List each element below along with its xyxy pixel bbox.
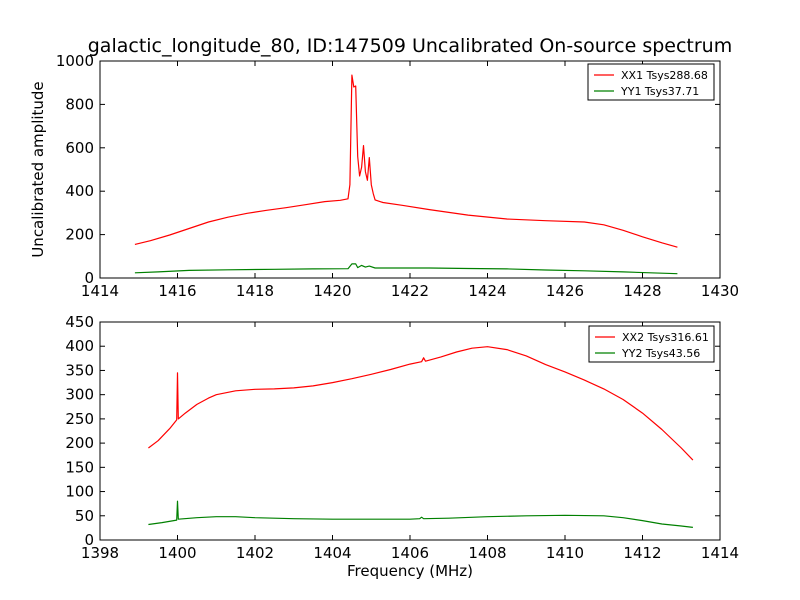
x-tick-label: 1404 [313,544,351,562]
y-tick-label: 400 [65,337,94,355]
y-tick-label: 450 [65,313,94,331]
y-tick-label: 250 [65,410,94,428]
x-tick-label: 1400 [158,544,196,562]
legend-entry-label: YY2 Tsys43.56 [621,347,700,360]
y-tick-label: 0 [84,531,94,549]
legend-box [587,63,715,101]
x-tick-label: 1422 [391,282,429,300]
bottom-spectrum-panel: 1398 1400 1402 1404 1406 1408 1410 1412 1414 0 50 1… [65,313,739,580]
x-tick-label: 1424 [468,282,506,300]
y-tick-label: 400 [65,182,94,200]
y-tick-label: 100 [65,483,94,501]
figure-title: galactic_longitude_80, ID:147509 Uncalib… [88,35,732,57]
series-line-xx-panel-1 [148,346,694,461]
y-tick-label: 150 [65,458,94,476]
y-tick-label: 800 [65,95,94,113]
x-tick-label: 1406 [391,544,429,562]
y-tick-label: 200 [65,434,94,452]
legend-box [588,325,715,363]
x-tick-label: 1410 [546,544,584,562]
x-tick-label: 1402 [236,544,274,562]
legend-entry-label: YY1 Tsys37.71 [620,85,699,98]
x-tick-label: 1420 [313,282,351,300]
series-line-xx-panel-0 [134,74,678,248]
x-axis-label: Frequency (MHz) [347,562,473,580]
x-tick-label: 1418 [236,282,274,300]
x-tick-label: 1412 [623,544,661,562]
x-tick-label: 1398 [81,544,119,562]
x-tick-label: 1428 [623,282,661,300]
x-tick-label: 1426 [546,282,584,300]
y-axis-label: Uncalibrated amplitude [29,81,47,257]
legend-entry-label: XX2 Tsys316.61 [622,331,709,344]
y-tick-label: 50 [75,507,94,525]
top-spectrum-panel: 1414 1416 1418 1420 1422 1424 1426 1428 1430 0 200… [29,52,739,300]
legend: XX2 Tsys316.61 YY2 Tsys43.56 [588,325,715,363]
y-tick-label: 1000 [56,52,94,70]
y-tick-label: 200 [65,226,94,244]
y-tick-label: 0 [84,269,94,287]
y-tick-label: 600 [65,139,94,157]
y-tick-label: 300 [65,386,94,404]
x-tick-label: 1430 [701,282,739,300]
y-tick-label: 350 [65,361,94,379]
legend-entry-label: XX1 Tsys288.68 [621,69,708,82]
x-tick-label: 1414 [701,544,739,562]
x-tick-label: 1416 [158,282,196,300]
legend: XX1 Tsys288.68 YY1 Tsys37.71 [587,63,715,101]
series-line-yy-panel-0 [134,263,678,275]
x-tick-label: 1408 [468,544,506,562]
series-line-yy-panel-1 [148,500,693,528]
x-tick-label: 1414 [81,282,119,300]
